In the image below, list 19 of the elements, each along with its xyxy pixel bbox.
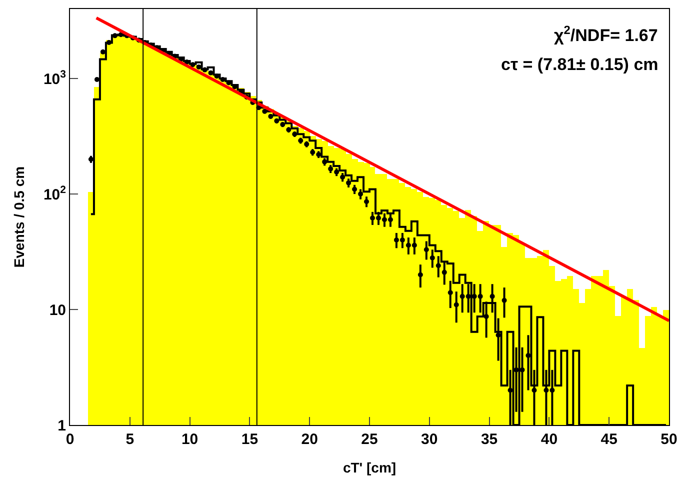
y-axis-title: Events / 0.5 cm bbox=[11, 166, 28, 268]
y-tick-label: 10$^{2}$ bbox=[43, 184, 66, 204]
x-tick-label: 30 bbox=[421, 431, 438, 448]
annotation: cτ = (7.81± 0.15) cm bbox=[501, 55, 658, 74]
x-tick-label: 20 bbox=[301, 431, 318, 448]
x-tick-label: 0 bbox=[66, 431, 74, 448]
x-tick-label: 45 bbox=[600, 431, 618, 448]
y-tick-label: 1 bbox=[58, 417, 66, 434]
y-tick-label: 10 bbox=[49, 302, 66, 319]
x-tick-label: 5 bbox=[126, 431, 134, 448]
x-tick-label: 25 bbox=[361, 431, 378, 448]
x-tick-label: 15 bbox=[241, 431, 258, 448]
x-axis-title: cT' [cm] bbox=[342, 459, 396, 476]
x-tick-label: 50 bbox=[660, 431, 678, 448]
x-tick-label: 40 bbox=[540, 431, 558, 448]
annotation: χ$^{2}$/NDF= 1.67 bbox=[554, 23, 658, 46]
y-tick-label: 10$^{3}$ bbox=[43, 68, 66, 88]
x-tick-label: 35 bbox=[480, 431, 498, 448]
x-tick-label: 10 bbox=[181, 431, 198, 448]
